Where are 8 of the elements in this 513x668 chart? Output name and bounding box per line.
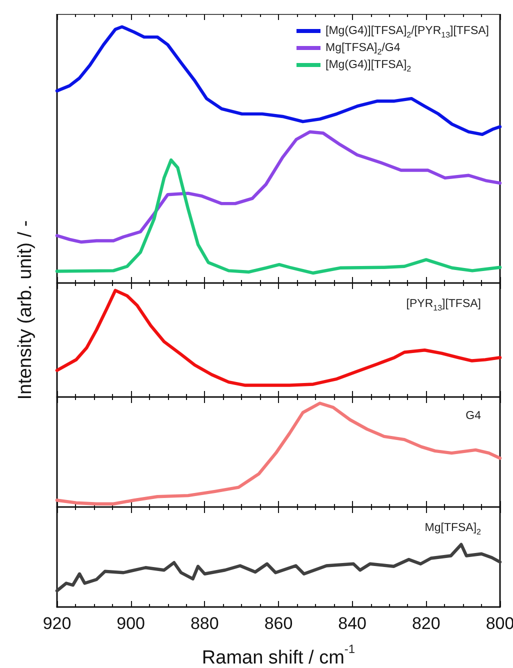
x-tick-label: 900 (116, 614, 146, 633)
y-axis-title: Intensity (arb. unit) / - (15, 220, 37, 400)
x-tick-label: 860 (264, 614, 293, 633)
x-tick-label: 820 (412, 614, 440, 633)
x-tick-label: 840 (338, 614, 367, 633)
text: G4 (466, 410, 482, 422)
x-tick-label: 880 (190, 614, 219, 633)
x-tick-label: 920 (42, 614, 72, 633)
